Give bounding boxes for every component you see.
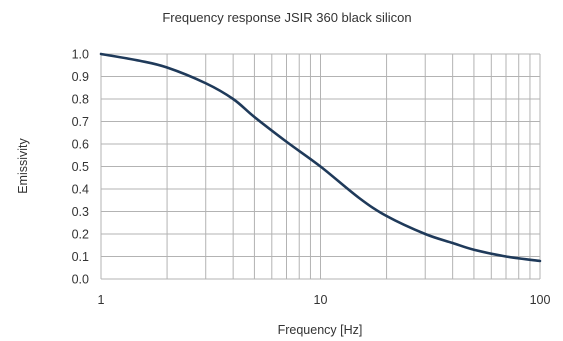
x-axis-ticks: 1 10 100 [98, 293, 551, 307]
y-tick-label: 1.0 [72, 48, 89, 62]
y-tick-label: 0.4 [72, 183, 89, 197]
chart-title: Frequency response JSIR 360 black silico… [162, 10, 411, 25]
y-tick-label: 0.1 [72, 250, 89, 264]
y-tick-label: 0.9 [72, 70, 89, 84]
y-tick-label: 0.6 [72, 138, 89, 152]
y-axis-label: Emissivity [16, 137, 30, 193]
chart-series [99, 52, 542, 263]
y-tick-label: 0.3 [72, 205, 89, 219]
y-axis-ticks: 0.0 0.1 0.2 0.3 0.4 0.5 0.6 0.7 0.8 0.9 1.0 [72, 48, 89, 287]
y-tick-label: 0.2 [72, 228, 89, 242]
x-axis-label: Frequency [Hz] [278, 323, 363, 337]
y-tick-label: 0.8 [72, 93, 89, 107]
y-tick-label: 0.0 [72, 273, 89, 287]
x-tick-label: 100 [530, 293, 551, 307]
y-tick-label: 0.5 [72, 160, 89, 174]
x-tick-label: 1 [98, 293, 105, 307]
chart-grid [100, 53, 541, 280]
y-tick-label: 0.7 [72, 115, 89, 129]
emissivity-series-line [99, 52, 542, 263]
x-tick-label: 10 [314, 293, 328, 307]
